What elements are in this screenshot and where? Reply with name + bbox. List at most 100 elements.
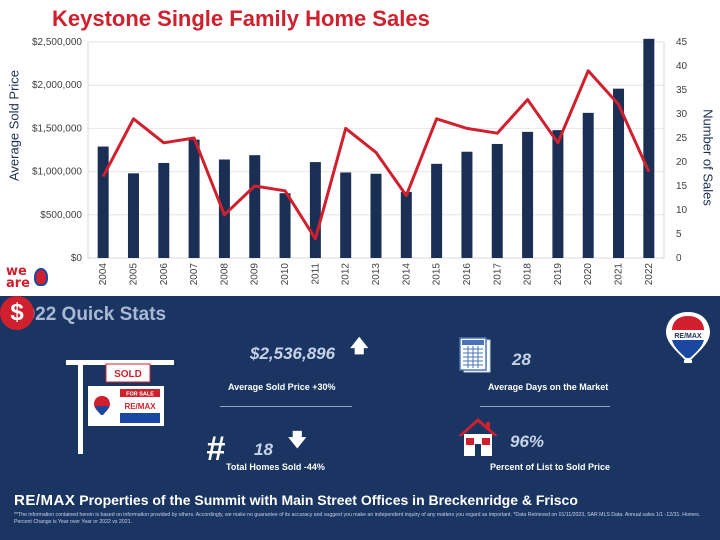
line-point — [284, 190, 286, 192]
line-point — [405, 195, 407, 197]
line-point — [345, 127, 347, 129]
balloon-logo-text: RE/MAX — [674, 333, 702, 340]
x-tick-label: 2022 — [644, 263, 655, 286]
line-point — [496, 132, 498, 134]
x-tick-label: 2017 — [492, 263, 503, 286]
divider — [220, 406, 352, 407]
line-point — [648, 171, 650, 173]
x-tick-label: 2005 — [128, 263, 139, 286]
bar — [309, 162, 321, 258]
bar — [188, 139, 200, 258]
line-point — [466, 127, 468, 129]
hash-icon: # — [206, 430, 225, 468]
y-tick-label: $500,000 — [40, 210, 82, 221]
x-tick-label: 2011 — [310, 263, 321, 285]
bar — [582, 112, 594, 259]
line-point — [557, 142, 559, 144]
chart-svg: $0 $500,000 $1,000,000 $1,500,000 $2,000,000… — [32, 37, 688, 286]
divider — [480, 406, 610, 407]
x-tick-label: 2010 — [280, 263, 291, 286]
bar — [643, 38, 655, 258]
y-axis-label-left: Average Sold Price — [6, 69, 22, 182]
we-are-logo: we are — [6, 264, 50, 292]
bar — [158, 162, 170, 258]
quick-stats-panel: 2022 Quick Stats RE/MAX SOLD FOR SALE RE… — [0, 296, 720, 540]
y2-tick-label: 40 — [676, 61, 688, 72]
line-point — [314, 238, 316, 240]
chart-title: Keystone Single Family Home Sales — [52, 6, 430, 31]
y2-tick-label: 30 — [676, 109, 688, 120]
we-are-logo-text: we are — [6, 264, 31, 291]
bar — [279, 193, 291, 258]
line-point — [618, 103, 620, 105]
sign-brand-text: RE/MAX — [124, 402, 156, 411]
bar — [431, 163, 443, 258]
days-value: 28 — [512, 350, 531, 369]
bar — [249, 155, 261, 258]
line-point — [193, 137, 195, 139]
sign-for-sale-text: FOR SALE — [126, 392, 154, 398]
house-icon — [458, 418, 498, 456]
arrow-down-icon: 🡇 — [288, 430, 307, 450]
footer-remax: RE/MAX — [14, 492, 76, 509]
y2-tick-label: 5 — [676, 229, 682, 240]
sign-sold-text: SOLD — [114, 369, 142, 380]
line-point — [102, 175, 104, 177]
line-point — [587, 70, 589, 72]
x-tick-label: 2008 — [219, 263, 230, 286]
y-axis-label-right: Number of Sales — [700, 109, 716, 206]
disclaimer: **The information contained herein is ba… — [14, 512, 701, 525]
line-point — [163, 142, 165, 144]
x-tick-label: 2015 — [432, 263, 443, 286]
percent-label: Percent of List to Sold Price — [490, 462, 611, 472]
y2-tick-label: 35 — [676, 85, 688, 96]
x-tick-label: 2004 — [98, 263, 109, 286]
arrow-up-icon: 🡅 — [350, 336, 369, 356]
bar — [218, 159, 230, 258]
line-point — [223, 214, 225, 216]
y-tick-label: $1,500,000 — [32, 123, 82, 134]
bar — [491, 143, 503, 258]
bar — [97, 146, 109, 258]
y2-tick-label: 45 — [676, 37, 688, 48]
y-tick-label: $0 — [71, 253, 83, 264]
x-tick-label: 2013 — [371, 263, 382, 286]
line-point — [132, 118, 134, 120]
days-label: Average Days on the Market — [488, 382, 609, 392]
balloon-icon — [34, 268, 48, 286]
bar — [400, 191, 412, 258]
line-point — [436, 118, 438, 120]
avg-price-value: $2,536,896 — [250, 344, 336, 363]
x-tick-label: 2016 — [462, 263, 473, 286]
bar — [613, 88, 625, 258]
line-point — [375, 151, 377, 153]
sold-sign-icon: SOLD FOR SALE RE/MAX — [66, 360, 174, 454]
bar — [127, 173, 139, 258]
bar — [522, 131, 534, 258]
y2-tick-label: 10 — [676, 205, 688, 216]
line-point — [254, 185, 256, 187]
footer-brand: RE/MAX Properties of the Summit with Mai… — [14, 492, 578, 509]
y-tick-label: $2,500,000 — [32, 37, 82, 48]
y-tick-label: $2,000,000 — [32, 80, 82, 91]
bar — [461, 151, 473, 258]
bar — [552, 130, 564, 258]
x-tick-label: 2012 — [341, 263, 352, 286]
y-tick-label: $1,000,000 — [32, 167, 82, 178]
dollar-icon: $ — [0, 296, 34, 330]
avg-price-label: Average Sold Price +30% — [228, 382, 336, 392]
x-tick-label: 2020 — [583, 263, 594, 286]
x-tick-label: 2006 — [159, 263, 170, 286]
y2-tick-label: 15 — [676, 181, 688, 192]
bar — [370, 173, 382, 258]
y2-tick-label: 20 — [676, 157, 688, 168]
y2-tick-label: 0 — [676, 253, 682, 264]
total-sold-label: Total Homes Sold -44% — [226, 462, 325, 472]
calendar-icon — [459, 337, 491, 373]
chart-area: Keystone Single Family Home Sales $0 $500… — [6, 6, 716, 292]
x-tick-label: 2014 — [401, 263, 412, 286]
total-sold-value: 18 — [254, 440, 273, 459]
remax-balloon-logo: RE/MAX — [666, 312, 710, 363]
stats-heading: 2022 Quick Stats — [14, 304, 167, 325]
y2-tick-label: 25 — [676, 133, 688, 144]
